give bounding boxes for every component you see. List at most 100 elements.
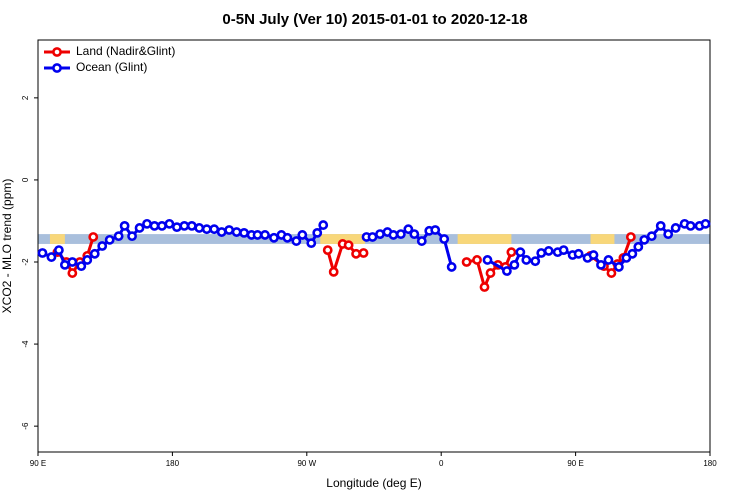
data-point bbox=[119, 220, 130, 231]
data-point bbox=[113, 231, 124, 242]
y-tick-label: -4 bbox=[21, 340, 30, 348]
data-point bbox=[655, 220, 666, 231]
data-point bbox=[291, 236, 302, 246]
data-point bbox=[97, 241, 108, 251]
x-tick-label: 0 bbox=[439, 459, 444, 468]
data-point bbox=[194, 223, 205, 233]
data-point bbox=[588, 250, 599, 260]
x-tick-label: 90 E bbox=[567, 459, 583, 468]
data-point bbox=[343, 240, 354, 251]
data-point bbox=[54, 245, 64, 256]
data-point bbox=[297, 230, 308, 240]
data-point bbox=[201, 224, 212, 235]
data-point bbox=[430, 225, 441, 235]
data-point bbox=[127, 231, 137, 242]
data-point bbox=[596, 259, 606, 270]
y-tick-label: 0 bbox=[21, 177, 30, 182]
data-point bbox=[558, 245, 569, 256]
data-point bbox=[606, 268, 617, 278]
data-point bbox=[509, 259, 520, 270]
data-point bbox=[530, 256, 541, 267]
data-point bbox=[472, 255, 482, 265]
data-point bbox=[536, 248, 547, 258]
data-point bbox=[625, 232, 636, 242]
data-point bbox=[149, 220, 160, 231]
data-point bbox=[269, 232, 279, 243]
data-point bbox=[670, 223, 681, 233]
data-point bbox=[461, 257, 472, 267]
data-point bbox=[37, 248, 48, 258]
data-point bbox=[179, 220, 190, 231]
data-point bbox=[614, 262, 624, 272]
data-point bbox=[82, 255, 93, 265]
data-point bbox=[627, 248, 638, 259]
data-point bbox=[603, 255, 614, 265]
data-point bbox=[403, 224, 414, 235]
data-point bbox=[446, 262, 457, 272]
data-point bbox=[515, 247, 526, 258]
x-tick-label: 90 W bbox=[297, 459, 316, 468]
land-span bbox=[590, 234, 615, 244]
x-tick-label: 90 E bbox=[30, 459, 46, 468]
legend-marker bbox=[52, 63, 62, 73]
data-point bbox=[502, 266, 512, 276]
land-span bbox=[320, 234, 366, 244]
data-point bbox=[209, 224, 220, 235]
data-point bbox=[395, 229, 406, 239]
legend-label: Land (Nadir&Glint) bbox=[76, 44, 175, 58]
x-tick-label: 180 bbox=[166, 459, 180, 468]
data-point bbox=[639, 234, 650, 245]
data-point bbox=[521, 255, 532, 265]
data-point bbox=[700, 218, 711, 229]
data-point bbox=[231, 227, 242, 237]
x-tick-label: 180 bbox=[703, 459, 717, 468]
data-point bbox=[506, 247, 517, 258]
y-tick-label: -6 bbox=[21, 422, 30, 430]
y-tick-label: 2 bbox=[21, 95, 30, 100]
data-point bbox=[573, 248, 584, 259]
data-point bbox=[358, 248, 369, 258]
data-point bbox=[685, 220, 696, 231]
data-point bbox=[485, 268, 496, 278]
data-point bbox=[224, 225, 235, 235]
data-point bbox=[633, 241, 644, 252]
data-point bbox=[89, 248, 100, 259]
data-point bbox=[59, 259, 70, 270]
data-point bbox=[318, 220, 329, 230]
data-point bbox=[171, 222, 182, 233]
data-point bbox=[157, 220, 167, 231]
data-point bbox=[312, 227, 323, 238]
data-point bbox=[322, 245, 333, 256]
land-span bbox=[457, 234, 512, 244]
legend-label: Ocean (Glint) bbox=[76, 60, 147, 74]
plot-frame bbox=[37, 39, 711, 453]
data-point bbox=[104, 234, 115, 245]
data-point bbox=[164, 218, 175, 229]
data-point bbox=[142, 218, 152, 229]
y-tick-label: -2 bbox=[21, 258, 30, 266]
data-point bbox=[306, 238, 317, 249]
data-point bbox=[482, 255, 493, 265]
y-axis-label: XCO2 - MLO trend (ppm) bbox=[0, 179, 14, 314]
data-point bbox=[216, 227, 227, 237]
data-point bbox=[388, 230, 399, 240]
data-point bbox=[375, 229, 385, 239]
data-point bbox=[67, 268, 78, 278]
data-point bbox=[367, 232, 378, 242]
data-point bbox=[646, 231, 657, 242]
land-span bbox=[49, 234, 65, 244]
data-point bbox=[439, 234, 450, 244]
data-point bbox=[409, 229, 420, 239]
data-point bbox=[543, 246, 554, 256]
data-point bbox=[479, 282, 490, 292]
data-point bbox=[351, 248, 361, 259]
data-point bbox=[186, 220, 197, 231]
data-point bbox=[416, 236, 427, 246]
data-point bbox=[252, 230, 263, 240]
data-point bbox=[134, 223, 145, 233]
data-point bbox=[328, 266, 339, 277]
data-point bbox=[67, 257, 78, 267]
data-point bbox=[260, 230, 270, 240]
data-point bbox=[46, 252, 57, 262]
